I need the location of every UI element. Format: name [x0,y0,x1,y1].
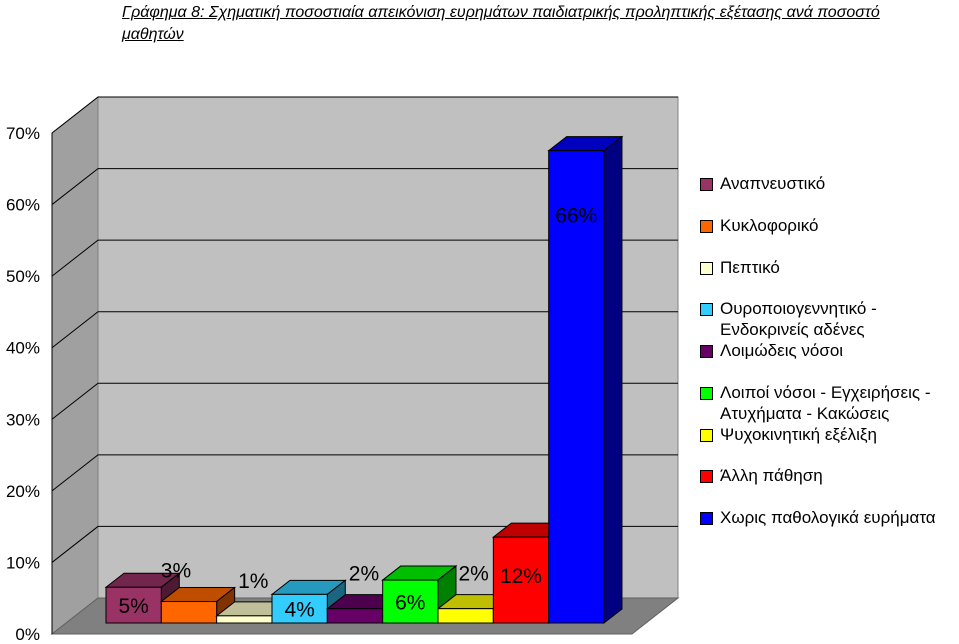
legend-swatch [700,303,713,316]
legend-label: Πεπτικό [720,258,780,277]
legend-swatch [700,262,713,275]
legend-swatch [700,387,713,400]
legend-item: Ουροποιογεννητικό - Ενδοκρινείς αδένες [700,298,877,340]
legend-label: Χωρις παθολογικά ευρήματα [720,508,936,527]
data-label: 3% [161,560,191,583]
y-tick-label: 70% [6,124,40,143]
legend-swatch [700,512,713,525]
legend-label: Ουροποιογεννητικό - Ενδοκρινείς αδένες [720,299,877,339]
legend-swatch [700,220,713,233]
legend-label: Ψυχοκινητική εξέλιξη [720,425,877,444]
gridline [51,239,678,277]
bar [382,579,439,624]
legend-item: Χωρις παθολογικά ευρήματα [700,507,936,528]
data-label: 2% [349,563,379,586]
bar [548,150,605,624]
gridline [51,454,678,492]
legend-label: Λοιμώδεις νόσοι [720,341,844,360]
gridline [51,382,678,420]
bar [437,608,494,624]
legend-label: Λοιποί νόσοι - Εγχειρήσεις - Ατυχήματα -… [720,383,931,423]
y-tick-label: 20% [6,482,40,501]
gridline [51,525,678,563]
legend-item: Λοιμώδεις νόσοι [700,340,843,361]
bar [105,586,162,624]
y-tick-label: 40% [6,339,40,358]
bar [492,536,550,624]
chart-title: Γράφημα 8: Σχηματική ποσοστιαία απεικόνι… [122,4,880,43]
data-label: 4% [284,599,314,622]
legend-swatch [700,345,713,358]
gridline [51,96,678,134]
y-tick-label: 30% [6,410,40,429]
bar [326,608,384,624]
bar [160,601,218,624]
legend-label: Κυκλοφορικό [720,216,819,235]
data-label: 12% [500,565,542,588]
legend-item: Λοιποί νόσοι - Εγχειρήσεις - Ατυχήματα -… [700,382,930,424]
data-label: 6% [395,592,425,615]
legend-item: Άλλη πάθηση [700,465,823,486]
bar [216,615,273,624]
y-tick-label: 10% [6,553,40,572]
legend-swatch [700,470,713,483]
y-tick-label: 50% [6,267,40,286]
data-label: 2% [458,563,488,586]
data-label: 1% [238,570,268,593]
legend-swatch [700,429,713,442]
bar-side [603,135,623,625]
legend-item: Ψυχοκινητική εξέλιξη [700,424,877,445]
side-wall [51,95,99,636]
legend-item: Αναπνευστικό [700,173,825,194]
legend-item: Κυκλοφορικό [700,215,819,236]
gridline [51,311,678,349]
legend-item: Πεπτικό [700,257,780,278]
legend-label: Αναπνευστικό [720,174,826,193]
data-label: 66% [555,205,597,228]
gridline [51,168,678,205]
y-tick-label: 60% [6,196,40,215]
data-label: 5% [118,595,148,618]
y-tick-label: 0% [15,625,40,644]
legend-swatch [700,178,713,191]
legend-label: Άλλη πάθηση [720,466,823,485]
